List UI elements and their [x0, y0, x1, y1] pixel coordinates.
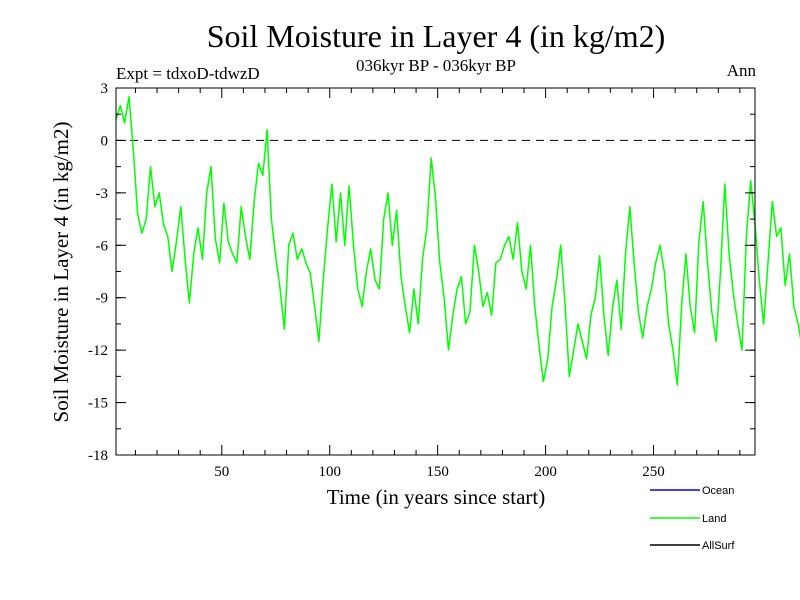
- y-tick-label: 3: [101, 81, 109, 97]
- x-tick-label: 200: [534, 464, 557, 480]
- x-tick-label: 250: [642, 464, 665, 480]
- x-axis-label: Time (in years since start): [327, 485, 546, 509]
- chart-title: Soil Moisture in Layer 4 (in kg/m2): [207, 18, 666, 54]
- y-tick-label: -3: [96, 186, 109, 202]
- x-tick-label: 50: [214, 464, 229, 480]
- legend-label-land: Land: [702, 513, 726, 525]
- y-tick-label: -12: [88, 343, 108, 359]
- legend: Ocean Land AllSurf: [650, 485, 735, 552]
- experiment-label: Expt = tdxoD-tdwzD: [116, 64, 260, 83]
- chart-subtitle: 036kyr BP - 036kyr BP: [356, 56, 516, 75]
- legend-label-ocean: Ocean: [702, 485, 734, 497]
- plot-frame: [115, 87, 756, 456]
- period-label: Ann: [727, 61, 757, 80]
- y-tick-label: -9: [96, 291, 109, 307]
- series-line-land: [115, 95, 800, 386]
- y-tick-label: -6: [96, 238, 109, 254]
- x-tick-label: 150: [426, 464, 449, 480]
- y-tick-label: -18: [88, 448, 108, 464]
- y-tick-label: -15: [88, 396, 108, 412]
- plot-area: 3 0 -3 -6 -9 -12 -15 -18 50 100 150 200 250: [88, 81, 800, 480]
- legend-label-allsurf: AllSurf: [702, 540, 735, 552]
- x-tick-label: 100: [318, 464, 341, 480]
- y-tick-label: 0: [101, 133, 109, 149]
- y-axis-label: Soil Moisture in Layer 4 (in kg/m2): [49, 122, 73, 423]
